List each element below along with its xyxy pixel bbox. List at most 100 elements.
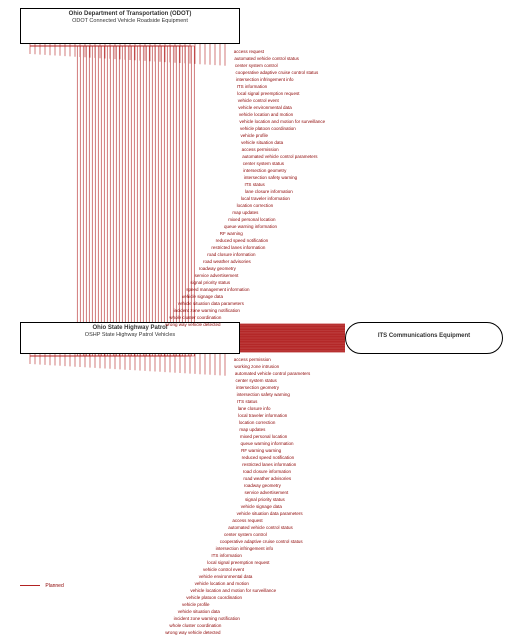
flow-label: incident zone warning notification xyxy=(174,308,240,313)
flow-row: wrong way vehicle detected xyxy=(20,323,501,329)
flow-label: center system status xyxy=(243,161,284,166)
flow-label: vehicle signage data xyxy=(182,294,223,299)
flow-label: signal priority status xyxy=(190,280,230,285)
flow-label: vehicle profile xyxy=(182,602,210,607)
flow-label: vehicle situation data xyxy=(178,609,220,614)
flow-label: road weather advisories xyxy=(203,259,251,264)
node-odot: Ohio Department of Transportation (ODOT)… xyxy=(20,8,240,44)
flow-label: road closure information xyxy=(207,252,255,257)
flow-label: intersection safety warning xyxy=(237,392,290,397)
flows-top-group: access request automated vehicle control … xyxy=(20,50,501,330)
flow-label: working zone intrusion xyxy=(234,364,279,369)
flow-label: ITS status xyxy=(237,399,257,404)
flow-label: intersection infringement info xyxy=(236,77,294,82)
flow-label: road weather advisories xyxy=(243,476,291,481)
flow-label: center system control xyxy=(235,63,278,68)
flow-label: lane closure info xyxy=(238,406,271,411)
flow-label: ITS status xyxy=(244,182,264,187)
flow-label: access permission xyxy=(242,147,279,152)
flow-label: whole cluster coordination xyxy=(169,315,221,320)
flow-row: local signal preemption request xyxy=(20,561,501,567)
flow-label: RF warning warning xyxy=(241,448,281,453)
flow-label: local traveler information xyxy=(238,413,287,418)
legend-label: Planned xyxy=(45,583,63,589)
flow-label: intersection geometry xyxy=(243,168,286,173)
flow-label: reduced speed notification xyxy=(242,455,295,460)
flow-label: wrong way vehicle detected xyxy=(165,322,220,327)
node-its-title: ITS Communications Equipment xyxy=(350,333,498,340)
flow-label: vehicle environmental data xyxy=(199,574,253,579)
flow-label: automated vehicle control parameters xyxy=(242,154,317,159)
flow-label: roadway geometry xyxy=(199,266,236,271)
flow-row: vehicle signage data xyxy=(20,295,501,301)
flow-label: RF warning xyxy=(220,231,243,236)
flow-label: reduced speed notification xyxy=(216,238,269,243)
flow-label: access permission xyxy=(234,357,271,362)
legend-line xyxy=(20,585,40,586)
flow-label: center system control xyxy=(224,532,267,537)
flow-label: vehicle control event xyxy=(238,98,279,103)
flow-label: mixed personal location xyxy=(240,434,287,439)
flow-label: cooperative adaptive cruise control stat… xyxy=(235,70,318,75)
flow-label: mixed personal location xyxy=(228,217,275,222)
flow-label: signal priority status xyxy=(245,497,285,502)
flow-label: road closure information xyxy=(243,469,291,474)
flow-row: whole cluster coordination xyxy=(20,316,501,322)
flow-row: road weather advisories xyxy=(20,260,501,266)
flow-label: vehicle location and motion for surveill… xyxy=(239,119,325,124)
flow-label: intersection safety warning xyxy=(244,175,297,180)
flow-label: vehicle location and motion xyxy=(239,112,293,117)
node-oshp-subtitle: OSHP State Highway Patrol Vehicles xyxy=(25,332,235,338)
flow-label: local signal preemption request xyxy=(237,91,299,96)
flow-row: location correction xyxy=(20,204,501,210)
flow-label: intersection infringement info xyxy=(216,546,274,551)
flow-row: vehicle profile xyxy=(20,603,501,609)
flow-label: vehicle profile xyxy=(241,133,269,138)
legend: Planned xyxy=(20,583,64,589)
flow-label: ITS information xyxy=(237,84,268,89)
flow-label: vehicle environmental data xyxy=(238,105,292,110)
flow-label: vehicle control event xyxy=(203,567,244,572)
flow-label: vehicle platoon coordination xyxy=(186,595,242,600)
flow-label: vehicle platoon coordination xyxy=(240,126,296,131)
flow-label: automated vehicle control status xyxy=(234,56,299,61)
flow-label: map updates xyxy=(232,210,258,215)
flow-label: queue warning information xyxy=(224,224,277,229)
flow-label: wrong way vehicle detected xyxy=(165,630,220,635)
flow-label: roadway geometry xyxy=(244,483,281,488)
flow-label: speed management information xyxy=(186,287,249,292)
flow-label: center system status xyxy=(235,378,276,383)
flow-row: speed management information xyxy=(20,288,501,294)
flow-label: intersection geometry xyxy=(236,385,279,390)
node-odot-subtitle: ODOT Connected Vehicle Roadside Equipmen… xyxy=(25,18,235,24)
flow-row: road closure information xyxy=(20,253,501,259)
flow-label: vehicle location and motion for surveill… xyxy=(190,588,276,593)
flow-row: vehicle platoon coordination xyxy=(20,596,501,602)
flow-label: local signal preemption request xyxy=(207,560,269,565)
flow-row: incident zone warning notification xyxy=(20,309,501,315)
flow-label: service advertisement xyxy=(195,273,239,278)
flow-label: location correction xyxy=(237,203,274,208)
flow-row: intersection safety warning xyxy=(20,393,501,399)
flow-label: automated vehicle control parameters xyxy=(235,371,310,376)
flow-label: automated vehicle control status xyxy=(228,525,293,530)
flow-row: roadway geometry xyxy=(20,267,501,273)
flow-label: access request xyxy=(234,49,264,54)
flow-label: vehicle location and motion xyxy=(195,581,249,586)
flow-label: vehicle situation data parameters xyxy=(237,511,303,516)
flow-label: lane closure information xyxy=(245,189,293,194)
flow-row: vehicle control event xyxy=(20,568,501,574)
node-odot-title: Ohio Department of Transportation (ODOT) xyxy=(25,11,235,18)
flow-row: service advertisement xyxy=(20,274,501,280)
flow-label: incident zone warning notification xyxy=(174,616,240,621)
flow-label: service advertisement xyxy=(244,490,288,495)
flow-label: vehicle signage data xyxy=(241,504,282,509)
flow-label: access request xyxy=(232,518,262,523)
flow-label: restricted lanes information xyxy=(211,245,265,250)
flow-label: ITS information xyxy=(211,553,242,558)
flow-row: whole cluster coordination xyxy=(20,624,501,630)
flow-row: vehicle situation data parameters xyxy=(20,302,501,308)
flow-row: vehicle environmental data xyxy=(20,575,501,581)
flow-row: signal priority status xyxy=(20,281,501,287)
flow-label: vehicle situation data parameters xyxy=(178,301,244,306)
